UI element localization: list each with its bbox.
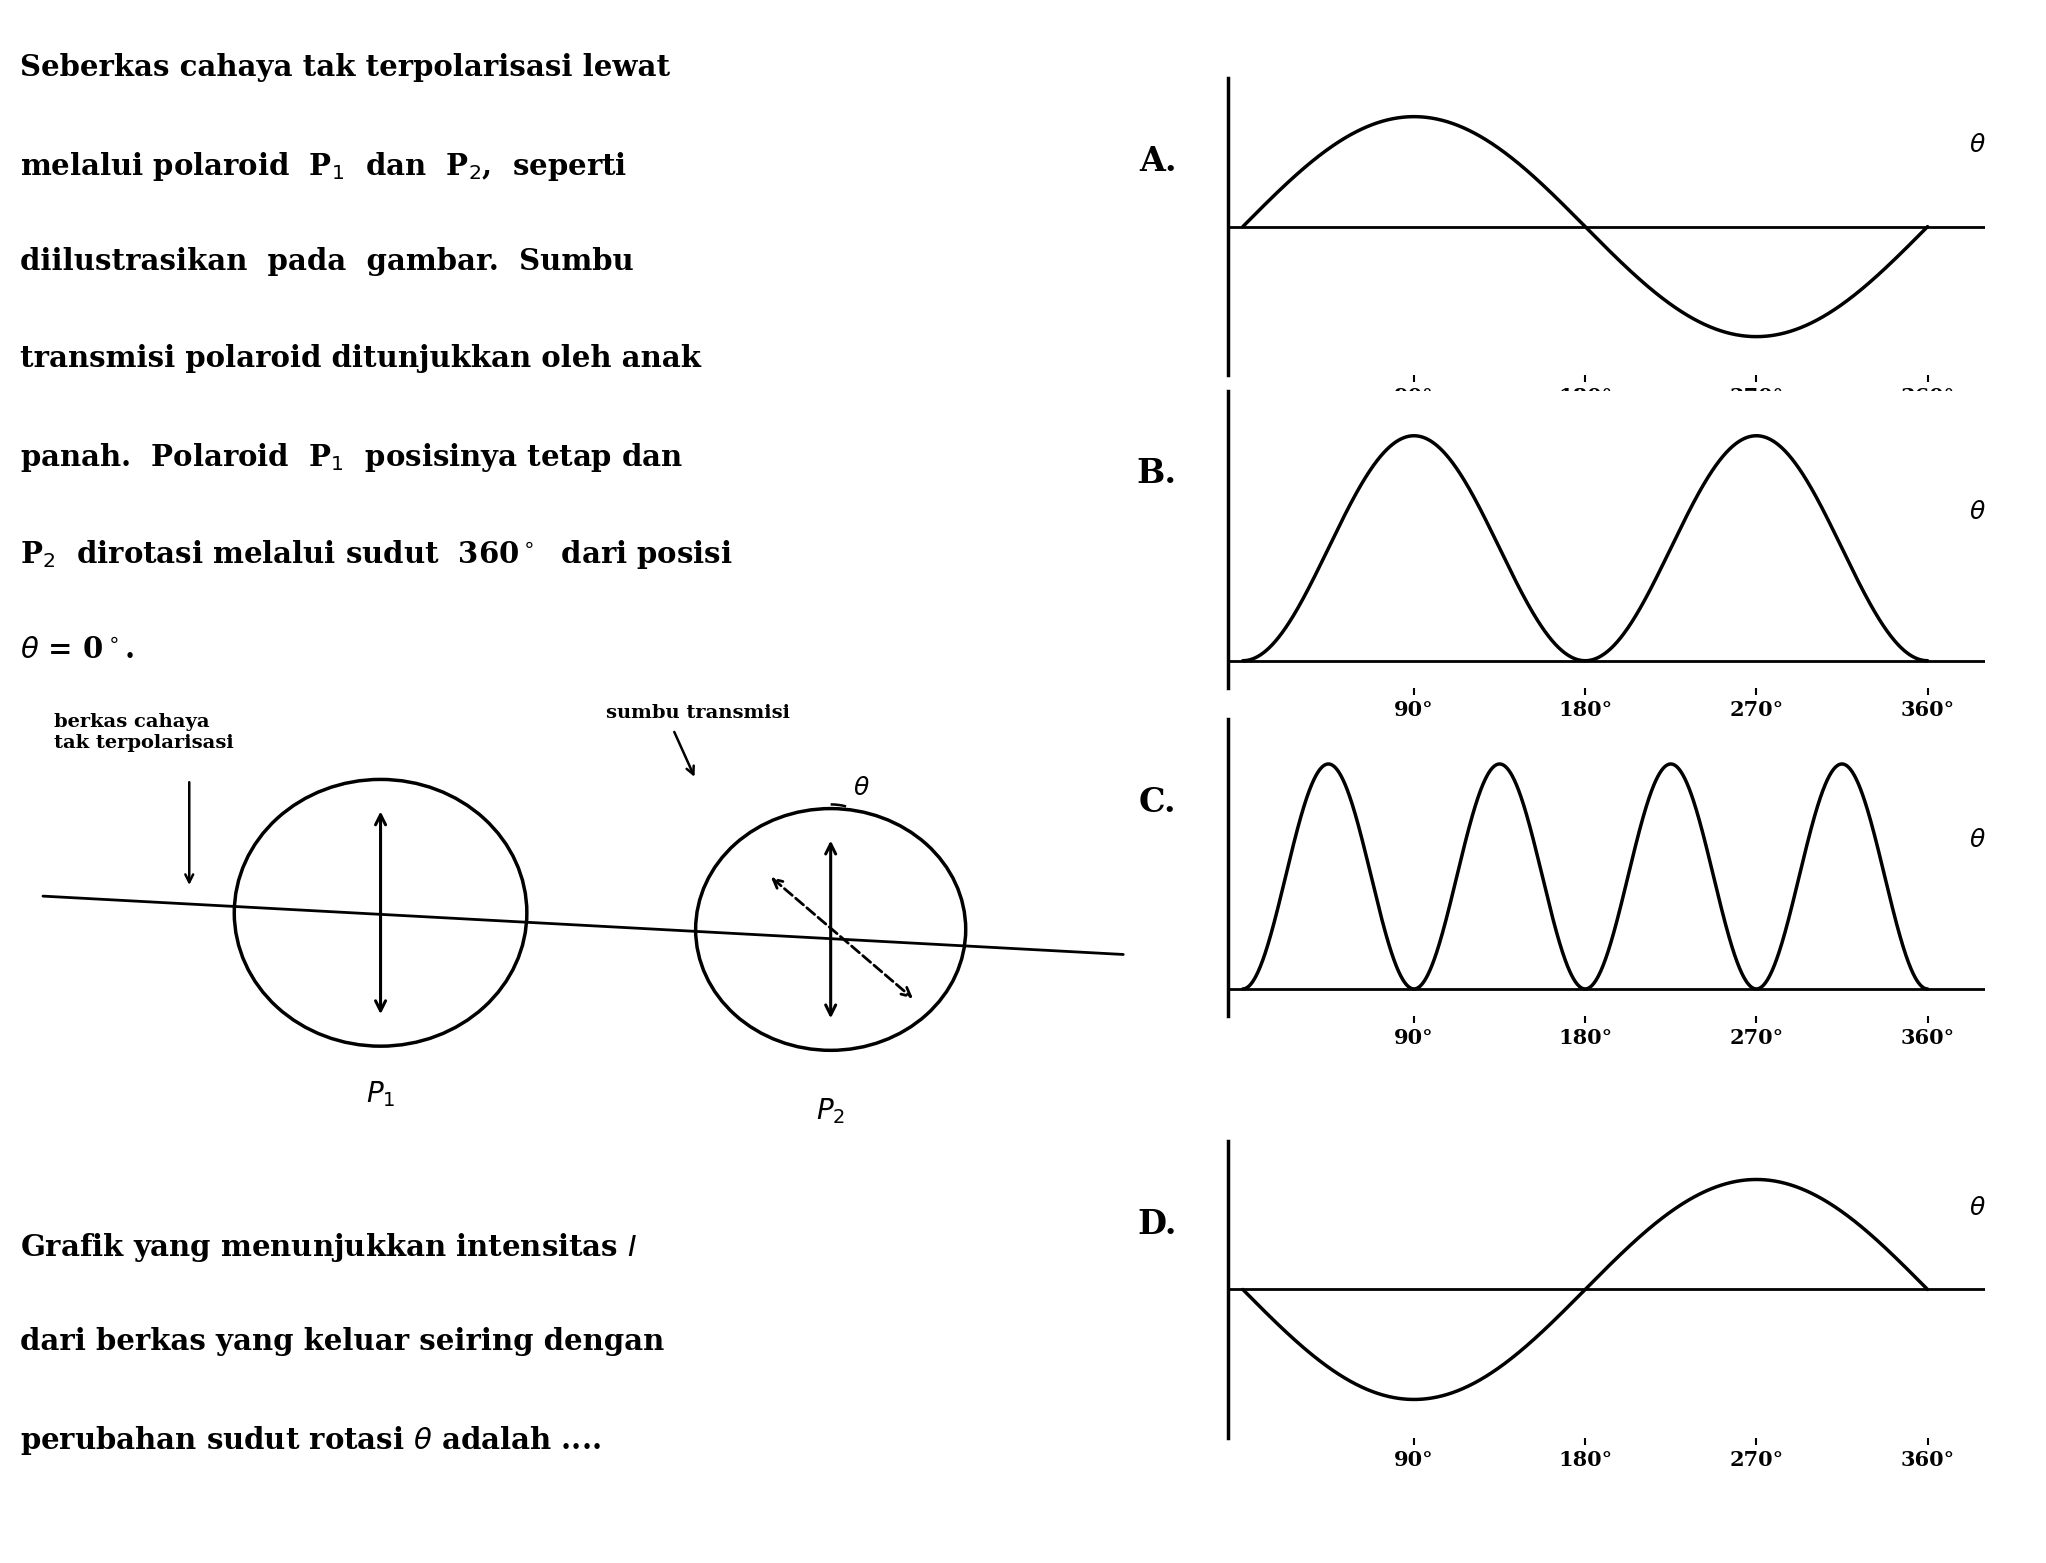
Text: P$_2$  dirotasi melalui sudut  360$^\circ$  dari posisi: P$_2$ dirotasi melalui sudut 360$^\circ$… bbox=[20, 538, 732, 570]
Text: transmisi polaroid ditunjukkan oleh anak: transmisi polaroid ditunjukkan oleh anak bbox=[20, 344, 702, 374]
Text: $\theta$ = 0$^\circ$.: $\theta$ = 0$^\circ$. bbox=[20, 635, 135, 664]
Text: sumbu transmisi: sumbu transmisi bbox=[606, 705, 790, 722]
Text: C.: C. bbox=[1140, 786, 1176, 819]
Text: $\theta$: $\theta$ bbox=[1970, 500, 1987, 524]
Text: $\theta$: $\theta$ bbox=[1970, 828, 1987, 852]
Text: $\theta$: $\theta$ bbox=[853, 777, 870, 800]
Text: dari berkas yang keluar seiring dengan: dari berkas yang keluar seiring dengan bbox=[20, 1327, 665, 1357]
Text: panah.  Polaroid  P$_1$  posisinya tetap dan: panah. Polaroid P$_1$ posisinya tetap da… bbox=[20, 441, 683, 474]
Text: D.: D. bbox=[1138, 1208, 1176, 1241]
Text: Seberkas cahaya tak terpolarisasi lewat: Seberkas cahaya tak terpolarisasi lewat bbox=[20, 53, 671, 81]
Text: $\theta$: $\theta$ bbox=[1970, 1196, 1987, 1219]
Text: diilustrasikan  pada  gambar.  Sumbu: diilustrasikan pada gambar. Sumbu bbox=[20, 247, 634, 277]
Text: $P_1$: $P_1$ bbox=[366, 1080, 395, 1110]
Text: A.: A. bbox=[1140, 145, 1176, 178]
Text: $\theta$: $\theta$ bbox=[1970, 133, 1987, 156]
Text: Grafik yang menunjukkan intensitas $I$: Grafik yang menunjukkan intensitas $I$ bbox=[20, 1232, 638, 1264]
Text: berkas cahaya
tak terpolarisasi: berkas cahaya tak terpolarisasi bbox=[55, 713, 233, 752]
Text: perubahan sudut rotasi $\theta$ adalah ....: perubahan sudut rotasi $\theta$ adalah .… bbox=[20, 1424, 602, 1457]
Text: melalui polaroid  P$_1$  dan  P$_2$,  seperti: melalui polaroid P$_1$ dan P$_2$, sepert… bbox=[20, 150, 628, 183]
Text: B.: B. bbox=[1136, 458, 1176, 491]
Text: $P_2$: $P_2$ bbox=[816, 1096, 845, 1125]
